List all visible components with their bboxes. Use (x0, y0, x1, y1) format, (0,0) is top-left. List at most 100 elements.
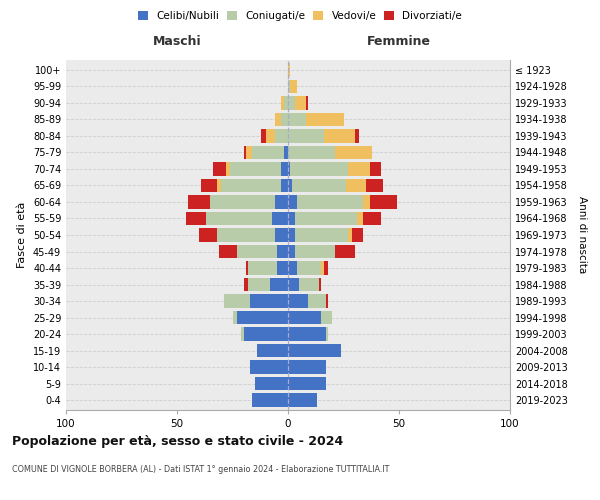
Bar (281, 112, 288, 126)
Bar (326, 294, 328, 308)
Bar (224, 294, 250, 308)
Bar (355, 129, 359, 142)
Bar (186, 212, 206, 226)
Bar (253, 146, 284, 159)
Bar (288, 360, 326, 374)
Bar (253, 394, 288, 407)
Y-axis label: Anni di nascita: Anni di nascita (577, 196, 587, 274)
Bar (319, 278, 322, 291)
Bar (244, 146, 246, 159)
Bar (237, 244, 277, 258)
Bar (212, 162, 226, 175)
Bar (295, 96, 306, 110)
Bar (254, 377, 288, 390)
Bar (288, 212, 295, 226)
Bar (323, 261, 328, 275)
Bar (348, 162, 370, 175)
Text: Maschi: Maschi (152, 36, 202, 49)
Bar (284, 96, 288, 110)
Bar (288, 112, 306, 126)
Bar (250, 294, 288, 308)
Bar (322, 261, 323, 275)
Bar (275, 129, 288, 142)
Bar (288, 344, 341, 358)
Bar (288, 377, 326, 390)
Bar (348, 228, 352, 242)
Text: Popolazione per età, sesso e stato civile - 2024: Popolazione per età, sesso e stato civil… (12, 435, 343, 448)
Bar (246, 261, 248, 275)
Bar (257, 344, 288, 358)
Bar (288, 244, 295, 258)
Legend: Celibi/Nubili, Coniugati/e, Vedovi/e, Divorziati/e: Celibi/Nubili, Coniugati/e, Vedovi/e, Di… (135, 8, 465, 24)
Bar (211, 195, 275, 209)
Bar (288, 328, 326, 341)
Bar (241, 328, 244, 341)
Text: COMUNE DI VIGNOLE BORBERA (AL) - Dati ISTAT 1° gennaio 2024 - Elaborazione TUTTI: COMUNE DI VIGNOLE BORBERA (AL) - Dati IS… (12, 465, 389, 474)
Bar (288, 146, 335, 159)
Bar (290, 80, 297, 93)
Bar (288, 394, 317, 407)
Bar (275, 195, 288, 209)
Bar (275, 112, 281, 126)
Bar (364, 195, 370, 209)
Bar (292, 178, 346, 192)
Bar (364, 212, 381, 226)
Bar (188, 195, 211, 209)
Bar (370, 195, 397, 209)
Bar (288, 228, 295, 242)
Bar (248, 278, 270, 291)
Bar (206, 212, 272, 226)
Bar (288, 129, 323, 142)
Bar (230, 162, 281, 175)
Bar (346, 178, 366, 192)
Bar (272, 212, 288, 226)
Bar (270, 278, 288, 291)
Y-axis label: Fasce di età: Fasce di età (17, 202, 27, 268)
Bar (237, 311, 288, 324)
Bar (288, 311, 322, 324)
Bar (288, 294, 308, 308)
Bar (277, 261, 288, 275)
Bar (357, 212, 364, 226)
Bar (217, 178, 221, 192)
Bar (295, 244, 335, 258)
Bar (199, 228, 217, 242)
Bar (246, 146, 253, 159)
Bar (281, 162, 288, 175)
Bar (322, 311, 332, 324)
Bar (284, 146, 288, 159)
Bar (370, 162, 381, 175)
Bar (233, 311, 237, 324)
Bar (288, 63, 290, 76)
Bar (288, 178, 292, 192)
Bar (221, 178, 281, 192)
Bar (244, 278, 248, 291)
Bar (281, 96, 284, 110)
Bar (326, 328, 328, 341)
Bar (262, 129, 266, 142)
Bar (335, 146, 373, 159)
Bar (288, 261, 297, 275)
Bar (306, 96, 308, 110)
Text: Femmine: Femmine (367, 36, 431, 49)
Bar (366, 178, 383, 192)
Bar (306, 112, 343, 126)
Bar (335, 244, 355, 258)
Bar (288, 96, 295, 110)
Bar (308, 294, 326, 308)
Bar (295, 212, 357, 226)
Bar (323, 129, 355, 142)
Bar (250, 360, 288, 374)
Bar (275, 228, 288, 242)
Bar (219, 244, 237, 258)
Bar (226, 162, 230, 175)
Bar (202, 178, 217, 192)
Bar (288, 80, 290, 93)
Bar (266, 129, 275, 142)
Bar (244, 328, 288, 341)
Bar (248, 261, 277, 275)
Bar (288, 162, 290, 175)
Bar (297, 261, 322, 275)
Bar (288, 278, 299, 291)
Bar (297, 195, 364, 209)
